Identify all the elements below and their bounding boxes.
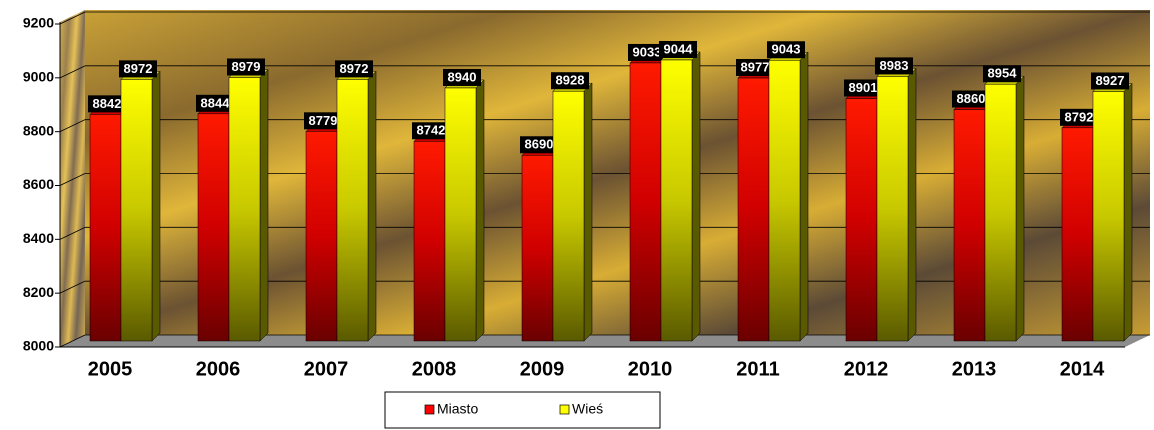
bar <box>553 91 584 341</box>
value-label: 8979 <box>232 59 261 74</box>
x-tick-label: 2008 <box>412 358 457 380</box>
bar <box>630 63 661 341</box>
value-label: 8844 <box>201 95 231 110</box>
value-label: 9043 <box>772 42 801 57</box>
value-label: 8742 <box>417 123 446 138</box>
bar <box>445 88 476 341</box>
bar <box>337 79 368 341</box>
bar <box>306 131 337 341</box>
value-label: 8954 <box>988 66 1018 81</box>
bar-side <box>800 52 808 341</box>
value-label: 8928 <box>556 73 585 88</box>
x-tick-label: 2006 <box>196 358 241 380</box>
value-label: 8977 <box>741 59 770 74</box>
x-tick-label: 2013 <box>952 358 997 380</box>
bar-side <box>584 83 592 341</box>
legend-swatch <box>425 405 434 414</box>
bar-side <box>1016 76 1024 341</box>
x-tick-label: 2007 <box>304 358 349 380</box>
bar <box>90 114 121 341</box>
bar-side <box>908 68 916 341</box>
side-wall <box>60 10 85 347</box>
value-label: 8690 <box>525 137 554 152</box>
value-label: 8972 <box>340 61 369 76</box>
x-tick-label: 2005 <box>88 358 133 380</box>
value-label: 8860 <box>957 91 986 106</box>
bar <box>198 114 229 341</box>
x-tick-label: 2012 <box>844 358 889 380</box>
legend: Miasto Wieś <box>385 392 660 428</box>
value-label: 8792 <box>1065 109 1094 124</box>
bar-side <box>260 69 268 341</box>
value-label: 8983 <box>880 58 909 73</box>
x-tick-label: 2009 <box>520 358 565 380</box>
legend-swatch <box>560 405 569 414</box>
value-label: 8842 <box>93 96 122 111</box>
bar-side <box>692 52 700 341</box>
value-label: 8901 <box>849 80 878 95</box>
x-tick-label: 2014 <box>1060 358 1105 380</box>
bar-side <box>152 71 160 341</box>
y-tick-label: 8600 <box>23 176 54 192</box>
value-label: 8927 <box>1096 73 1125 88</box>
bar-side <box>368 71 376 341</box>
bar <box>1093 91 1124 341</box>
bar-side <box>1124 83 1132 341</box>
x-tick-label: 2011 <box>736 358 779 380</box>
bar-side <box>476 80 484 341</box>
y-tick-label: 9200 <box>23 15 54 31</box>
y-tick-label: 8400 <box>23 230 54 246</box>
bar <box>229 77 260 341</box>
bar <box>877 76 908 341</box>
bar <box>846 98 877 341</box>
bar <box>522 155 553 341</box>
bar <box>661 60 692 341</box>
legend-label: Miasto <box>437 401 478 417</box>
bar <box>1062 128 1093 341</box>
value-label: 8940 <box>448 69 477 84</box>
y-tick-label: 8000 <box>23 338 54 354</box>
legend-label: Wieś <box>572 401 603 417</box>
chart: Miasto Wieś 8000 8200 8400 8600 8800 9000 9200 2… <box>0 0 1154 430</box>
value-label: 8972 <box>124 61 153 76</box>
value-label: 8779 <box>309 113 338 128</box>
bar <box>738 78 769 341</box>
value-label: 9044 <box>664 41 694 56</box>
bar <box>414 141 445 341</box>
y-tick-label: 8200 <box>23 284 54 300</box>
y-tick-label: 9000 <box>23 69 54 85</box>
bar <box>769 60 800 341</box>
x-tick-label: 2010 <box>628 358 673 380</box>
y-tick-label: 8800 <box>23 122 54 138</box>
bar <box>121 79 152 341</box>
value-label: 9033 <box>633 44 662 59</box>
bar <box>985 84 1016 341</box>
bar <box>954 110 985 341</box>
